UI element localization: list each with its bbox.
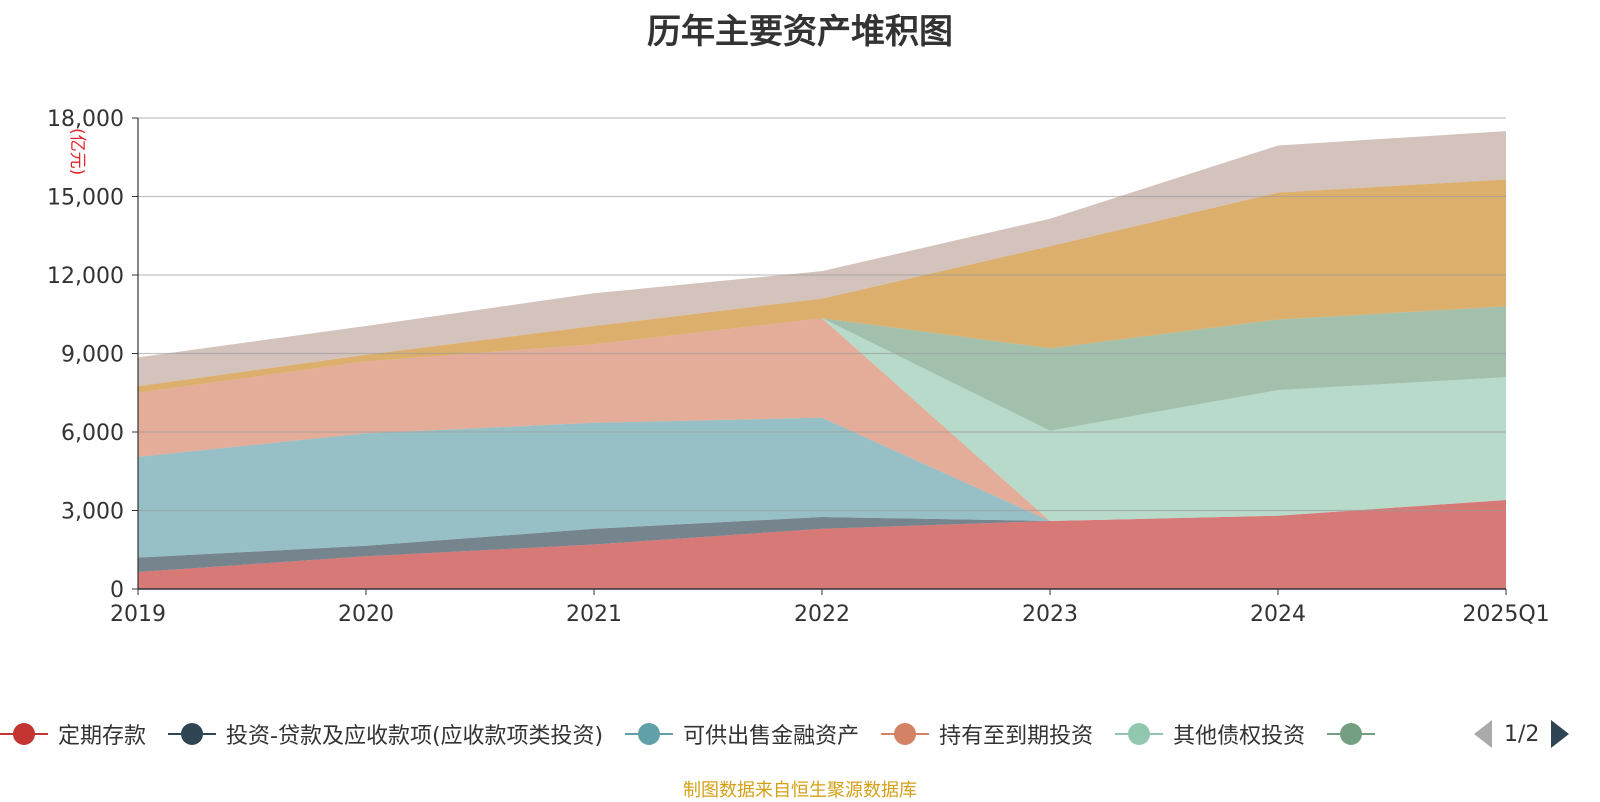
series-area-4 xyxy=(138,318,1506,521)
legend-label: 其他债权投资 xyxy=(1173,724,1306,749)
y-gridlines xyxy=(138,117,1506,512)
x-tick-label: 2022 xyxy=(794,602,850,627)
y-tick-label: 3,000 xyxy=(61,500,124,525)
legend-item[interactable] xyxy=(1327,712,1385,756)
x-tick-label: 2020 xyxy=(338,602,394,627)
y-tick-label: 15,000 xyxy=(47,186,124,211)
series-areas xyxy=(138,131,1506,589)
legend-marker-icon xyxy=(1115,722,1164,746)
stacked-area-chart: 0 3,000 6,000 9,000 12,000 15,000 18,000(亿元) 20… xyxy=(47,107,1550,627)
x-tick-label: 2024 xyxy=(1250,602,1306,627)
y-tick-label: 0 xyxy=(110,578,124,603)
legend-marker-icon xyxy=(881,722,930,746)
x-tick-label: 2019 xyxy=(110,602,166,627)
legend-page-indicator: 1/2 xyxy=(1504,721,1540,747)
series-area-3 xyxy=(138,318,1506,521)
series-area-0 xyxy=(138,500,1506,589)
legend-item[interactable]: 投资-贷款及应收款项(应收款项类投资) xyxy=(168,712,603,756)
data-source-note: 制图数据来自恒生聚源数据库 xyxy=(683,780,917,801)
x-tick-label: 2021 xyxy=(566,602,622,627)
y-axis: 0 3,000 6,000 9,000 12,000 15,000 18,000(亿元) xyxy=(47,107,139,603)
y-tick-label: 9,000 xyxy=(61,343,124,368)
legend-marker-icon xyxy=(168,722,217,746)
series-area-6 xyxy=(138,179,1506,393)
series-area-2 xyxy=(138,417,1506,558)
chart-legend: 定期存款 投资-贷款及应收款项(应收款项类投资) 可供出售金融资产 持有至到期投资 其他… xyxy=(0,712,1490,756)
legend-next-arrow-icon[interactable] xyxy=(1551,720,1570,748)
x-tick-label: 2023 xyxy=(1022,602,1078,627)
legend-marker-icon xyxy=(0,722,48,746)
y-unit-label: (亿元) xyxy=(67,128,87,175)
chart-title: 历年主要资产堆积图 xyxy=(647,12,953,52)
legend-item[interactable]: 定期存款 xyxy=(0,712,146,756)
y-tick-label: 12,000 xyxy=(47,264,124,289)
x-axis: 2019 2020 2021 2022 2023 2024 2025Q1 xyxy=(110,588,1550,627)
series-area-7 xyxy=(138,131,1506,387)
y-tick-label: 6,000 xyxy=(61,421,124,446)
legend-label: 定期存款 xyxy=(58,724,147,749)
legend-item[interactable]: 可供出售金融资产 xyxy=(625,712,859,756)
legend-marker-icon xyxy=(1327,722,1376,746)
x-tick-label: 2025Q1 xyxy=(1462,602,1549,627)
legend-pager: 1/2 xyxy=(1470,712,1600,756)
legend-item[interactable]: 其他债权投资 xyxy=(1115,712,1305,756)
legend-label: 持有至到期投资 xyxy=(939,724,1094,749)
legend-marker-icon xyxy=(625,722,674,746)
legend-label: 可供出售金融资产 xyxy=(683,724,860,749)
series-area-5 xyxy=(138,306,1506,431)
legend-label: 投资-贷款及应收款项(应收款项类投资) xyxy=(226,724,604,749)
legend-prev-arrow-icon[interactable] xyxy=(1474,720,1492,748)
legend-item[interactable]: 持有至到期投资 xyxy=(881,712,1093,756)
y-tick-label: 18,000 xyxy=(47,107,124,132)
